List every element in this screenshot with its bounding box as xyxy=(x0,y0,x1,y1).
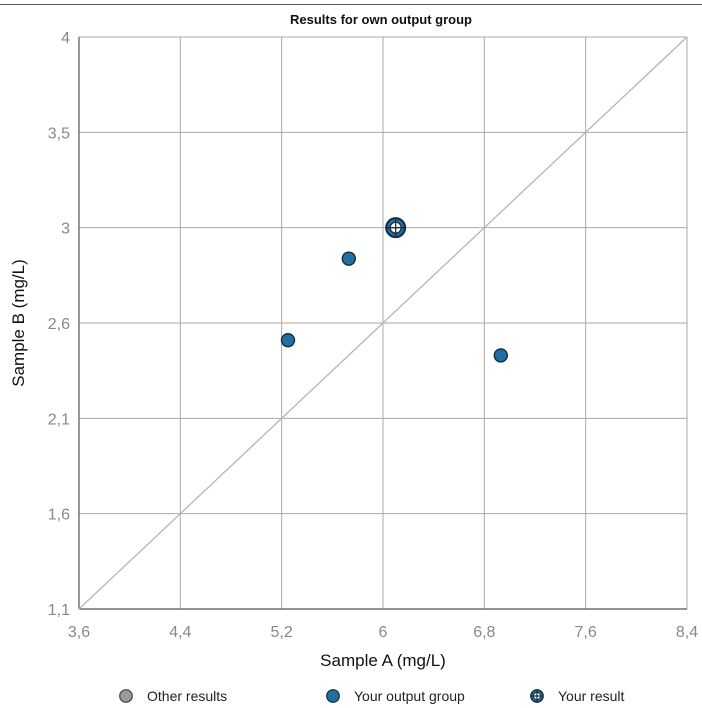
output-group-point xyxy=(493,348,508,363)
x-tick-label: 3,6 xyxy=(68,624,90,641)
chart-title: Results for own output group xyxy=(290,12,472,27)
y-axis-title: Sample B (mg/L) xyxy=(9,259,28,387)
legend: Other results Your output group Your res… xyxy=(0,688,702,708)
x-axis-title: Sample A (mg/L) xyxy=(320,651,446,670)
output-group-marker-icon xyxy=(326,689,340,703)
x-tick-label: 8,4 xyxy=(676,624,698,641)
scatter-chart: 3,6 4,4 5,2 6 6,8 7,6 8,4 1,1 1,6 2,1 2,6 3 3,5 4 Samp… xyxy=(9,30,698,670)
x-tick-label: 6 xyxy=(379,624,388,641)
y-tick-label: 2,6 xyxy=(48,316,70,333)
x-tick-label: 4,4 xyxy=(169,624,191,641)
output-group-point xyxy=(341,251,356,266)
your-result-marker-icon xyxy=(530,689,544,703)
top-rule xyxy=(0,4,702,5)
y-tick-label: 3 xyxy=(61,221,70,238)
x-tick-label: 7,6 xyxy=(575,624,597,641)
other-results-marker-icon xyxy=(119,689,133,703)
legend-item-your-result: Your result xyxy=(530,688,624,704)
legend-item-your-output-group: Your output group xyxy=(326,688,465,704)
y-tick-label: 2,1 xyxy=(48,411,70,428)
legend-label-your-result: Your result xyxy=(558,688,625,704)
output-group-point xyxy=(280,332,296,348)
legend-label-other-results: Other results xyxy=(147,688,228,704)
y-tick-label: 3,5 xyxy=(48,125,70,142)
legend-item-other-results: Other results xyxy=(119,688,227,704)
x-tick-label: 5,2 xyxy=(271,624,293,641)
y-tick-label: 4 xyxy=(61,30,70,47)
legend-label-your-output-group: Your output group xyxy=(354,688,465,704)
y-tick-label: 1,1 xyxy=(48,602,70,619)
y-tick-label: 1,6 xyxy=(48,507,70,524)
diagonal-reference-line xyxy=(78,36,688,610)
x-tick-label: 6,8 xyxy=(473,624,495,641)
